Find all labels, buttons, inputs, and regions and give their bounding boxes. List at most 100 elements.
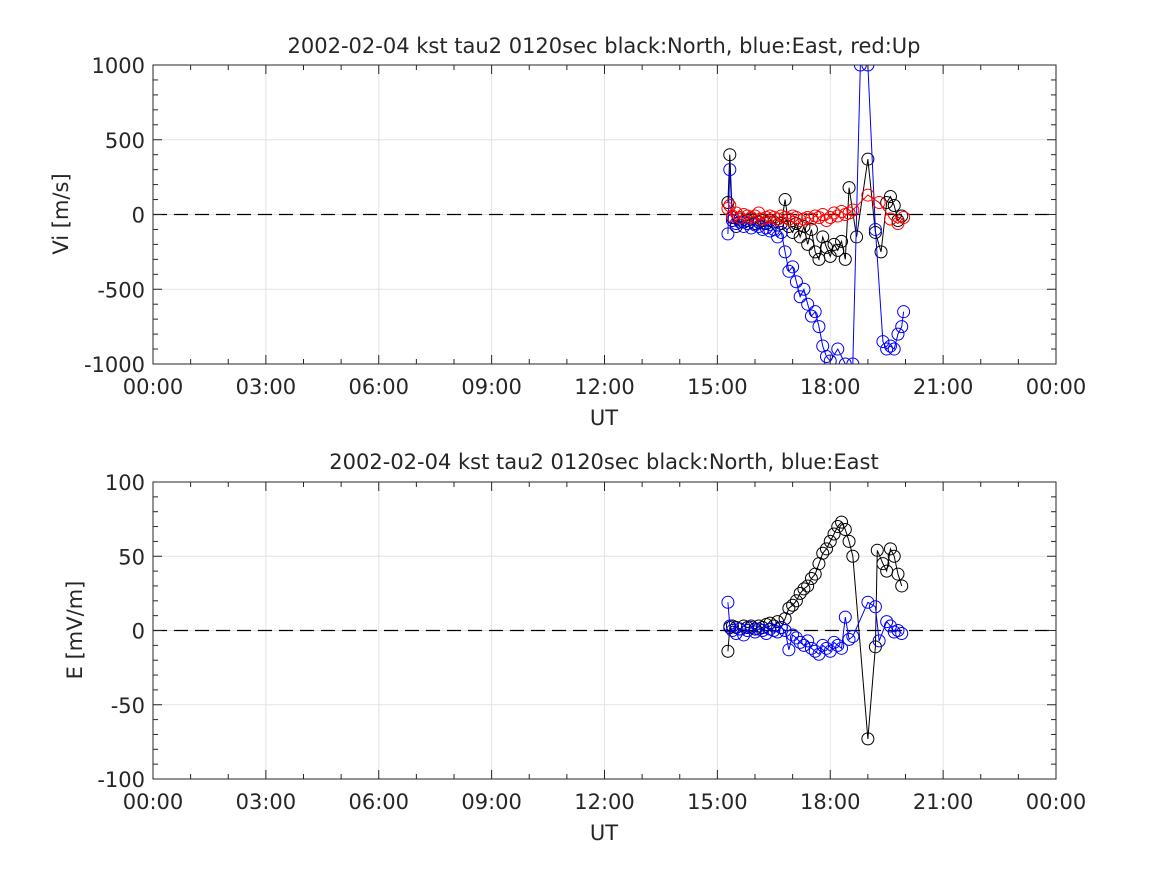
velocity-east-point: [838, 357, 852, 364]
velocity-panel-title: 2002-02-04 kst tau2 0120sec black:North,…: [288, 34, 921, 58]
velocity-east-point: [793, 290, 807, 304]
velocity-east-point: [771, 230, 785, 244]
efield-xtick-label: 00:00: [123, 790, 184, 814]
efield-east-point: [880, 615, 894, 629]
velocity-north-point: [723, 148, 737, 162]
efield-north-point: [816, 546, 830, 560]
efield-ytick-label: -50: [111, 694, 145, 718]
efield-north-point: [883, 542, 897, 556]
velocity-up-point: [725, 209, 739, 223]
velocity-up-point: [823, 210, 837, 224]
efield-xtick-label: 18:00: [800, 790, 861, 814]
electric-field-panel-ylabel: E [mV/m]: [63, 581, 87, 680]
velocity-data-group: [721, 65, 911, 364]
efield-north-point: [861, 732, 875, 746]
velocity-panel: 2002-02-04 kst tau2 0120sec black:North,…: [49, 34, 1086, 430]
efield-xtick-label: 09:00: [461, 790, 522, 814]
efield-north-point: [831, 520, 845, 534]
efield-north-point: [789, 594, 803, 608]
efield-east-point: [801, 634, 815, 648]
velocity-north-point: [861, 152, 875, 166]
velocity-east-point: [759, 221, 773, 235]
velocity-north-point: [721, 196, 735, 210]
velocity-ytick-label: 500: [105, 129, 145, 153]
velocity-north-point: [786, 225, 800, 239]
velocity-up-point: [819, 213, 833, 227]
efield-east-point: [756, 624, 770, 637]
efield-north-point: [887, 549, 901, 563]
electric-field-panel-xlabel: UT: [590, 821, 618, 845]
velocity-up-point: [804, 212, 818, 226]
velocity-north-point: [874, 245, 888, 259]
efield-east-point: [778, 624, 792, 637]
efield-ytick-label: 50: [118, 545, 145, 569]
velocity-up-point: [721, 202, 735, 216]
velocity-up-point: [846, 203, 860, 217]
velocity-east-point: [897, 305, 911, 319]
efield-xtick-label: 06:00: [348, 790, 409, 814]
efield-north-point: [827, 527, 841, 541]
velocity-east-point: [723, 163, 737, 177]
efield-east-point: [786, 628, 800, 642]
efield-xtick-label: 15:00: [687, 790, 748, 814]
velocity-xtick-label: 12:00: [574, 375, 635, 399]
velocity-east-point: [804, 309, 818, 323]
velocity-ytick-label: -1000: [84, 353, 145, 377]
efield-data-group: [721, 515, 909, 746]
efield-north-point: [835, 515, 849, 529]
efield-xtick-label: 00:00: [1026, 790, 1087, 814]
velocity-east-point: [778, 245, 792, 259]
velocity-east-point: [831, 342, 845, 356]
efield-east-point: [842, 632, 856, 646]
velocity-east-point: [846, 357, 860, 364]
velocity-xtick-label: 15:00: [687, 375, 748, 399]
efield-east-point: [861, 595, 875, 609]
efield-east-point: [793, 635, 807, 649]
velocity-up-point: [872, 196, 886, 210]
velocity-east-point: [876, 335, 890, 349]
velocity-up-point: [835, 205, 849, 219]
velocity-up-point: [771, 212, 785, 226]
efield-north-point: [842, 534, 856, 548]
efield-east-point: [831, 638, 845, 652]
efield-north-point: [895, 579, 909, 593]
velocity-north-point: [804, 222, 818, 236]
efield-north-point: [846, 549, 860, 563]
velocity-up-point: [812, 210, 826, 224]
efield-east-point: [797, 638, 811, 652]
velocity-xtick-label: 03:00: [236, 375, 297, 399]
efield-xtick-label: 03:00: [236, 790, 297, 814]
efield-north-point: [819, 542, 833, 556]
efield-east-point: [895, 626, 909, 640]
velocity-up-point: [782, 212, 796, 226]
velocity-xtick-label: 21:00: [913, 375, 974, 399]
velocity-xtick-label: 06:00: [348, 375, 409, 399]
electric-field-panel: 2002-02-04 kst tau2 0120sec black:North,…: [63, 450, 1086, 845]
efield-east-point: [740, 624, 754, 637]
efield-xtick-label: 12:00: [574, 790, 635, 814]
efield-east-point: [759, 626, 773, 640]
efield-north-point: [804, 572, 818, 586]
velocity-east-point: [887, 342, 901, 356]
velocity-north-point: [831, 243, 845, 257]
efield-east-point: [725, 624, 739, 637]
efield-xtick-label: 21:00: [913, 790, 974, 814]
velocity-ytick-label: 1000: [92, 54, 145, 78]
velocity-up-point: [748, 209, 762, 223]
efield-north-point: [838, 523, 852, 537]
velocity-ytick-label: -500: [97, 278, 145, 302]
efield-east-point: [774, 621, 788, 635]
velocity-east-point: [819, 350, 833, 364]
efield-north-point: [721, 644, 735, 658]
velocity-east-point: [808, 305, 822, 319]
efield-ytick-label: 100: [105, 471, 145, 495]
velocity-east-point: [891, 327, 905, 341]
velocity-east-point: [868, 222, 882, 236]
velocity-east-point: [774, 225, 788, 239]
velocity-east-point: [789, 275, 803, 289]
velocity-north-point: [887, 199, 901, 213]
velocity-panel-xlabel: UT: [590, 406, 618, 430]
velocity-north-point: [801, 237, 815, 251]
velocity-xtick-label: 00:00: [123, 375, 184, 399]
